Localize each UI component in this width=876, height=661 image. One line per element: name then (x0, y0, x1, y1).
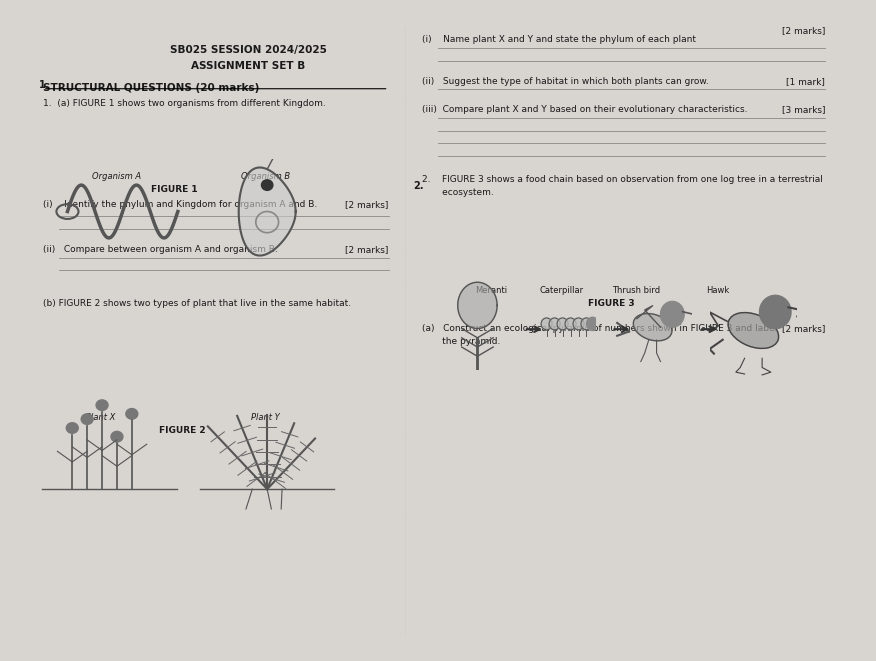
Text: [2 marks]: [2 marks] (781, 26, 825, 35)
Circle shape (581, 318, 592, 330)
Circle shape (565, 318, 576, 330)
Text: FIGURE 3: FIGURE 3 (588, 299, 634, 308)
Circle shape (96, 400, 108, 410)
Text: Plant Y: Plant Y (251, 413, 279, 422)
Text: the pyramid.: the pyramid. (421, 337, 500, 346)
Text: 1.  (a) FIGURE 1 shows two organisms from different Kingdom.: 1. (a) FIGURE 1 shows two organisms from… (43, 99, 326, 108)
Text: Plant X: Plant X (86, 413, 115, 422)
Text: FIGURE 1: FIGURE 1 (152, 184, 198, 194)
Circle shape (661, 301, 684, 327)
Ellipse shape (728, 313, 779, 348)
Text: Meranti: Meranti (476, 286, 507, 295)
Text: (ii)   Suggest the type of habitat in which both plants can grow.: (ii) Suggest the type of habitat in whic… (421, 77, 709, 86)
Circle shape (759, 295, 791, 329)
Circle shape (111, 432, 123, 442)
Text: (a)   Construct an ecological pyramid of numbers shown in FIGURE 3 and label: (a) Construct an ecological pyramid of n… (421, 324, 777, 333)
Text: [2 marks]: [2 marks] (781, 324, 825, 333)
Circle shape (573, 318, 584, 330)
Text: [3 marks]: [3 marks] (781, 105, 825, 114)
Circle shape (557, 318, 568, 330)
Text: (i)    Identify the phylum and Kingdom for organism A and B.: (i) Identify the phylum and Kingdom for … (43, 200, 317, 210)
Text: [2 marks]: [2 marks] (345, 200, 389, 210)
Text: STRUCTURAL QUESTIONS (20 marks): STRUCTURAL QUESTIONS (20 marks) (43, 83, 259, 93)
Text: FIGURE 2: FIGURE 2 (159, 426, 206, 435)
Text: 2.: 2. (413, 181, 424, 192)
Text: [1 mark]: [1 mark] (786, 77, 825, 86)
Polygon shape (239, 167, 295, 256)
Text: Organism A: Organism A (92, 172, 141, 181)
Text: (i)    Name plant X and Y and state the phylum of each plant: (i) Name plant X and Y and state the phy… (421, 36, 696, 44)
Text: (iii)  Compare plant X and Y based on their evolutionary characteristics.: (iii) Compare plant X and Y based on the… (421, 105, 747, 114)
Circle shape (81, 414, 93, 424)
Text: ASSIGNMENT SET B: ASSIGNMENT SET B (192, 61, 306, 71)
Text: (ii)   Compare between organism A and organism B.: (ii) Compare between organism A and orga… (43, 245, 278, 254)
Circle shape (549, 318, 560, 330)
Text: Organism B: Organism B (241, 172, 290, 181)
Circle shape (126, 408, 138, 419)
Circle shape (541, 318, 552, 330)
Circle shape (261, 180, 273, 190)
Text: ecosystem.: ecosystem. (421, 188, 493, 197)
Circle shape (67, 423, 78, 434)
Ellipse shape (633, 313, 672, 341)
Text: (b) FIGURE 2 shows two types of plant that live in the same habitat.: (b) FIGURE 2 shows two types of plant th… (43, 299, 351, 308)
Text: Hawk: Hawk (706, 286, 730, 295)
Circle shape (587, 317, 598, 330)
Text: 1: 1 (39, 80, 46, 90)
Text: Caterpillar: Caterpillar (540, 286, 583, 295)
Text: Thrush bird: Thrush bird (611, 286, 660, 295)
Circle shape (457, 282, 497, 329)
Text: 2.    FIGURE 3 shows a food chain based on observation from one log tree in a te: 2. FIGURE 3 shows a food chain based on … (421, 175, 823, 184)
Text: SB025 SESSION 2024/2025: SB025 SESSION 2024/2025 (170, 45, 327, 55)
Text: [2 marks]: [2 marks] (345, 245, 389, 254)
